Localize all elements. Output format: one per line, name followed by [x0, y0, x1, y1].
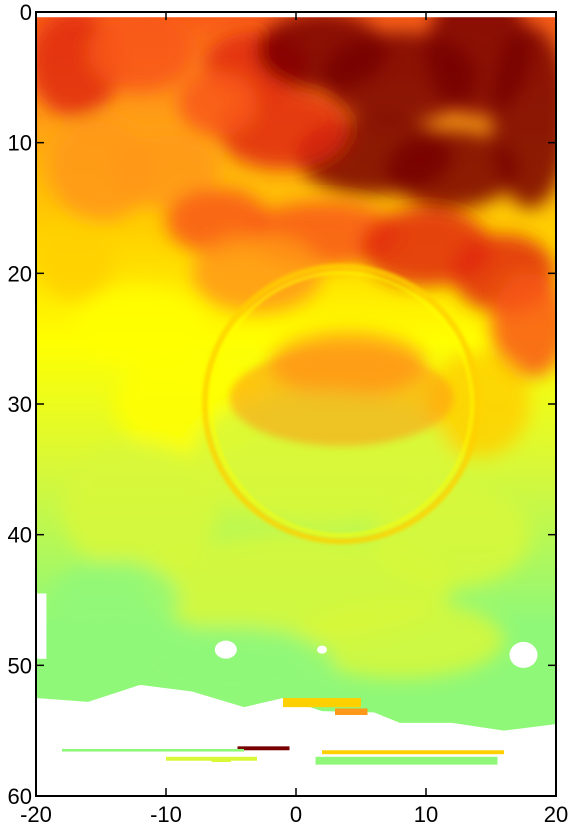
y-tick-label: 10 — [8, 131, 32, 156]
heatmap-blob — [491, 273, 556, 378]
heatmap-blob — [127, 626, 335, 705]
heatmap-blob — [75, 286, 205, 365]
data-fragment — [62, 748, 244, 752]
x-tick-label: -10 — [150, 802, 182, 827]
heatmap-blob — [49, 116, 153, 222]
y-tick-label: 50 — [8, 653, 32, 678]
heatmap-features — [202, 263, 481, 545]
heatmap-blobs — [36, 12, 556, 705]
data-fragment — [237, 746, 290, 751]
heatmap-blob — [49, 560, 179, 640]
y-tick-label: 40 — [8, 523, 32, 548]
heatmap-blob — [179, 70, 257, 137]
data-fragment — [211, 758, 231, 763]
y-tick-label: 20 — [8, 261, 32, 286]
y-tick-label: 30 — [8, 392, 32, 417]
missing-hole — [317, 645, 327, 654]
missing-region-bottom — [36, 684, 556, 796]
ring-interior-warm — [229, 349, 454, 447]
heatmap-blob — [387, 129, 517, 208]
x-tick-label: -20 — [20, 802, 52, 827]
data-fragment — [322, 750, 504, 755]
y-tick-label: 60 — [8, 784, 32, 809]
heatmap-blob — [192, 234, 322, 313]
x-tick-label: 10 — [414, 802, 438, 827]
data-fragment — [335, 708, 368, 715]
heatmap-blob — [88, 12, 192, 91]
missing-strip-left — [36, 593, 47, 659]
x-tick-label: 20 — [544, 802, 568, 827]
x-axis: -20 -10 0 10 20 — [20, 12, 568, 827]
ring-inner-outline — [209, 271, 474, 537]
x-tick-label: 0 — [290, 802, 302, 827]
ring-outline — [202, 263, 481, 545]
missing-hole — [509, 641, 538, 668]
data-fragment — [315, 756, 498, 765]
heatmap-blob — [296, 600, 504, 679]
y-axis: 0 10 20 30 40 50 60 — [8, 0, 556, 809]
heatmap-field — [36, 12, 556, 796]
heatmap-blob — [36, 221, 114, 300]
missing-hole — [214, 640, 237, 659]
heatmap-blob — [62, 443, 218, 574]
y-tick-label: 0 — [20, 0, 32, 25]
data-fragment — [283, 698, 361, 708]
